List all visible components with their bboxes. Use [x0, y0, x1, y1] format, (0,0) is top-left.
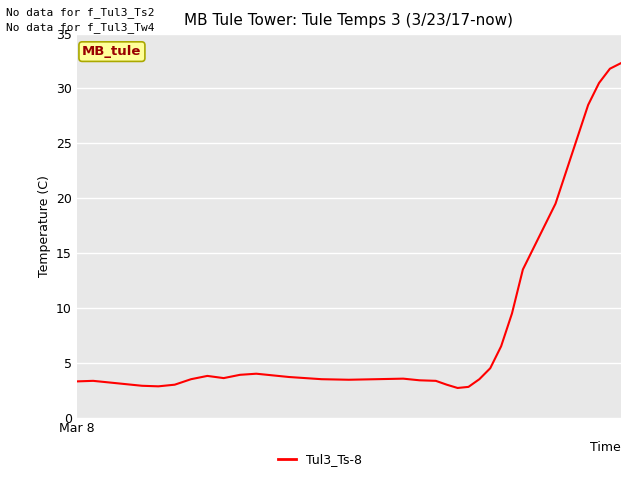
- Text: No data for f_Tul3_Ts2: No data for f_Tul3_Ts2: [6, 7, 155, 18]
- Legend: Tul3_Ts-8: Tul3_Ts-8: [273, 448, 367, 471]
- Title: MB Tule Tower: Tule Temps 3 (3/23/17-now): MB Tule Tower: Tule Temps 3 (3/23/17-now…: [184, 13, 513, 28]
- Y-axis label: Temperature (C): Temperature (C): [38, 175, 51, 276]
- Text: MB_tule: MB_tule: [82, 45, 141, 58]
- Text: No data for f_Tul3_Tw4: No data for f_Tul3_Tw4: [6, 22, 155, 33]
- Text: Time: Time: [590, 441, 621, 454]
